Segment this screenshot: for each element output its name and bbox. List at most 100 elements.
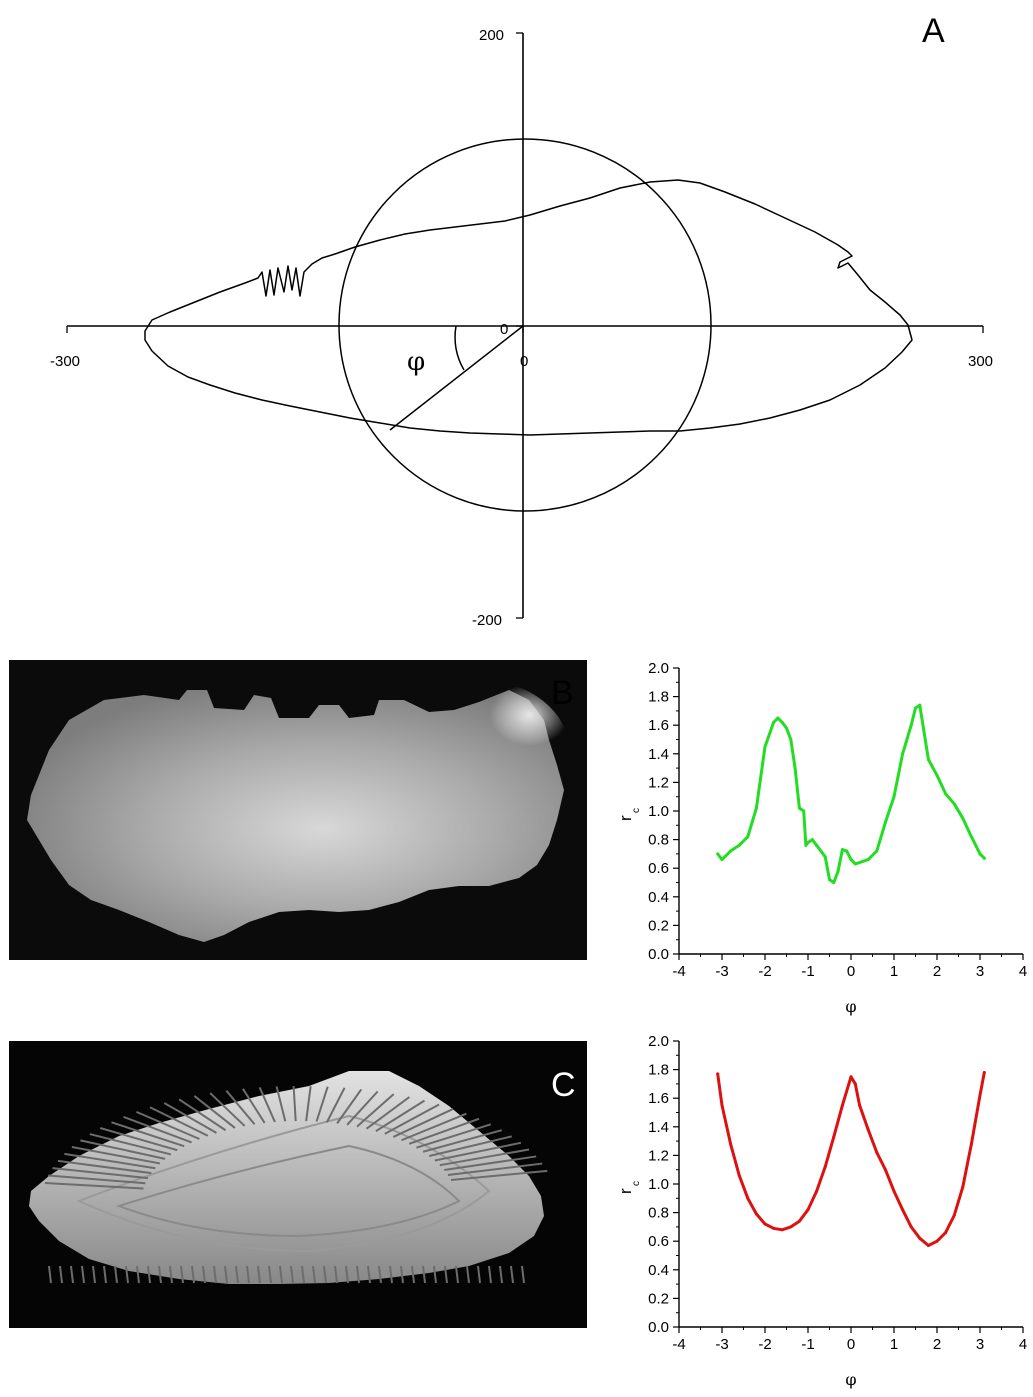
panel-c-series-line xyxy=(716,1071,986,1247)
panel-c-ridge-line xyxy=(59,1265,63,1284)
panel-c-y-tick-label: 0.2 xyxy=(648,1290,669,1307)
panel-c-x-tick-label: -3 xyxy=(715,1336,728,1353)
panel-c-data-point xyxy=(961,1185,965,1189)
panel-b-data-point xyxy=(858,860,862,864)
panel-a-phi-label: φ xyxy=(407,347,425,377)
panel-c-data-point xyxy=(875,1151,879,1155)
panel-b-data-point xyxy=(729,849,733,853)
panel-c-ridge-line xyxy=(365,1096,410,1130)
panel-c-ridge-line xyxy=(178,1098,227,1132)
panel-c-ridge-line xyxy=(48,1265,52,1284)
panel-c-ridge-line xyxy=(488,1265,492,1284)
panel-a-plot: A -300 0 300 200 0 -200 φ xyxy=(50,12,993,629)
panel-b-data-point xyxy=(961,816,965,820)
panel-c-data-point xyxy=(866,1128,870,1132)
panel-c-data-point xyxy=(823,1165,827,1169)
panel-b-label: B xyxy=(551,674,574,712)
panel-c-ridge-line xyxy=(123,1115,192,1144)
panel-c-data-point xyxy=(797,1219,801,1223)
panel-c-ridge-line xyxy=(57,1159,152,1175)
panel-c-x-tick-label: 1 xyxy=(890,1336,898,1353)
panel-b-data-point xyxy=(840,848,844,852)
panel-c-data-point xyxy=(982,1070,986,1074)
panel-c-ridge-line xyxy=(326,1087,346,1123)
panel-b-data-point xyxy=(926,758,930,762)
panel-c-ridge-line xyxy=(292,1085,297,1122)
panel-c-ridge-line xyxy=(48,1174,146,1185)
panel-c-data-point xyxy=(729,1142,733,1146)
panel-b-data-point xyxy=(828,878,831,882)
panel-c-label: C xyxy=(551,1066,576,1104)
panel-b-y-tick-label: 1.8 xyxy=(648,689,669,706)
panel-b-data-point xyxy=(772,720,776,724)
panel-b-y-tick-label: 2.0 xyxy=(648,660,669,677)
panel-b-x-tick-label: -2 xyxy=(758,963,771,980)
panel-c-ridge-line xyxy=(400,1265,404,1284)
panel-c-data-point xyxy=(853,1082,857,1086)
panel-c-ridge-line xyxy=(434,1141,522,1162)
panel-c-ridge-line xyxy=(384,1103,440,1135)
panel-a-xtick-label: 300 xyxy=(968,353,993,370)
panel-c-ridge-line xyxy=(411,1265,415,1284)
panel-b-y-axis-label-subscript: c xyxy=(631,808,642,813)
panel-c-ridge-line xyxy=(450,1169,548,1182)
panel-b-data-point xyxy=(797,806,801,810)
panel-c-ridge-line xyxy=(389,1265,393,1284)
panel-b-data-point xyxy=(802,809,806,813)
panel-c-data-point xyxy=(935,1239,939,1243)
panel-b-data-point xyxy=(810,838,814,842)
panel-c-data-point xyxy=(789,1225,793,1229)
panel-c-ridges xyxy=(44,1085,548,1284)
panel-c-ridge-line xyxy=(71,1146,161,1165)
panel-c-ridge-line xyxy=(305,1085,312,1122)
panel-b-data-point xyxy=(720,858,724,862)
panel-b-x-tick-label: -1 xyxy=(801,963,814,980)
panel-b-x-tick-label: -4 xyxy=(672,963,685,980)
panel-c-data-point xyxy=(737,1173,741,1177)
panel-c-ridge-line xyxy=(444,1155,537,1171)
panel-c-ridge-line xyxy=(136,1110,200,1140)
panel-c-ridge-line xyxy=(149,1106,209,1137)
panel-c-y-tick-label: 1.0 xyxy=(648,1176,669,1193)
panel-c-x-tick-label: 0 xyxy=(847,1336,855,1353)
panel-c-ridge-line xyxy=(81,1265,85,1284)
panel-c-ridge-line xyxy=(225,1090,256,1125)
panel-c-y-axis-label-subscript: c xyxy=(631,1181,642,1186)
panel-c-data-point xyxy=(840,1103,844,1107)
panel-c-x-tick-label: -4 xyxy=(672,1336,685,1353)
panel-c-ridge-line xyxy=(422,1129,502,1153)
panel-c-ridge-line xyxy=(477,1265,481,1284)
panel-c-y-tick-label: 0.6 xyxy=(648,1233,669,1250)
panel-b-data-point xyxy=(746,835,750,839)
panel-b-data-point xyxy=(982,856,986,860)
panel-c-ridge-line xyxy=(367,1265,371,1284)
panel-c-data-point xyxy=(849,1075,853,1079)
panel-b-data-point xyxy=(914,706,917,710)
panel-c-ridge-line xyxy=(290,1265,294,1284)
panel-c-data-point xyxy=(746,1196,750,1200)
panel-c-ridge-line xyxy=(401,1112,467,1142)
panel-c-ridge-line xyxy=(193,1095,236,1129)
panel-c-ridge-line xyxy=(80,1139,166,1160)
panel-c-ridge-line xyxy=(114,1265,118,1284)
panel-b-data-point xyxy=(780,720,784,724)
panel-c-data-point xyxy=(832,1135,836,1139)
panel-c-ridge-line xyxy=(447,1162,543,1176)
panel-b-data-point xyxy=(776,716,780,720)
panel-c-y-tick-label: 0.8 xyxy=(648,1205,669,1222)
panel-c-ridge-line xyxy=(258,1086,276,1123)
panel-c-ridge-line xyxy=(136,1265,140,1284)
panel-b-data-point xyxy=(737,843,741,847)
panel-c-ridge-line xyxy=(52,1167,149,1180)
panel-c-ridge-line xyxy=(169,1265,173,1284)
panel-b-x-tick-label: 1 xyxy=(890,963,898,980)
panel-c-data-point xyxy=(978,1093,982,1097)
panel-c-data-point xyxy=(901,1208,905,1212)
panel-c-photo: C xyxy=(9,1041,587,1328)
panel-a-otolith-contour xyxy=(144,179,913,436)
panel-b-data-point xyxy=(935,773,939,777)
panel-c-ridge-line xyxy=(455,1265,459,1284)
panel-a-phi-radius-line xyxy=(389,325,524,431)
panel-c-ridge-line xyxy=(99,1127,178,1152)
panel-b-highlight xyxy=(389,680,569,820)
